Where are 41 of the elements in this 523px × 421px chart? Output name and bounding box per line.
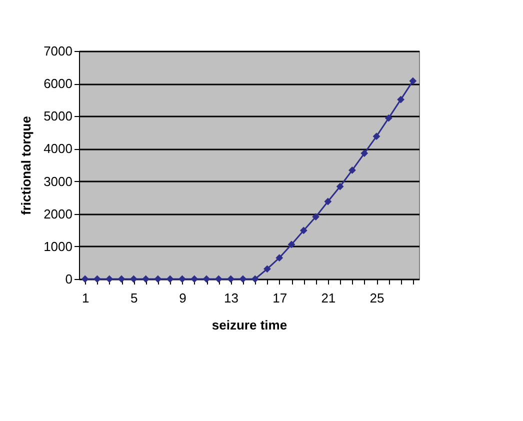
x-tick-label: 13 bbox=[224, 290, 239, 306]
point bbox=[397, 96, 404, 104]
point bbox=[239, 275, 247, 283]
y-tick-label: 3000 bbox=[44, 174, 72, 189]
point bbox=[336, 182, 344, 190]
point bbox=[312, 213, 320, 220]
point bbox=[202, 275, 210, 283]
point bbox=[409, 77, 417, 85]
y-tick-label: 5000 bbox=[44, 108, 72, 124]
y-tick-label: 7000 bbox=[44, 44, 72, 58]
point bbox=[166, 275, 174, 283]
point bbox=[214, 275, 222, 283]
point bbox=[251, 275, 259, 283]
point bbox=[154, 275, 162, 283]
y-tick-label: 4000 bbox=[44, 141, 72, 156]
point bbox=[264, 265, 271, 273]
point bbox=[276, 254, 284, 262]
y-tick-label: 2000 bbox=[44, 206, 72, 222]
point bbox=[106, 275, 114, 283]
point bbox=[288, 240, 296, 248]
point bbox=[324, 198, 332, 206]
x-tick-label: 25 bbox=[370, 290, 384, 306]
x-tick-label: 1 bbox=[82, 290, 90, 306]
x-axis-title: seizure time bbox=[212, 318, 288, 332]
x-tick-label: 5 bbox=[130, 290, 138, 306]
point bbox=[384, 114, 392, 122]
point bbox=[118, 275, 126, 283]
point bbox=[360, 150, 368, 157]
x-tick-label: 9 bbox=[179, 290, 186, 306]
y-axis-title: frictional torque bbox=[18, 116, 34, 215]
point bbox=[372, 132, 380, 140]
y-tick-label: 6000 bbox=[44, 76, 72, 92]
point bbox=[348, 166, 356, 174]
point bbox=[81, 275, 89, 283]
point bbox=[130, 275, 138, 283]
x-tick-label: 17 bbox=[272, 290, 288, 306]
y-tick-label: 0 bbox=[65, 272, 72, 286]
x-tick-label: 21 bbox=[321, 290, 336, 306]
point bbox=[190, 275, 198, 283]
point bbox=[300, 226, 308, 234]
y-tick-label: 1000 bbox=[44, 238, 72, 254]
